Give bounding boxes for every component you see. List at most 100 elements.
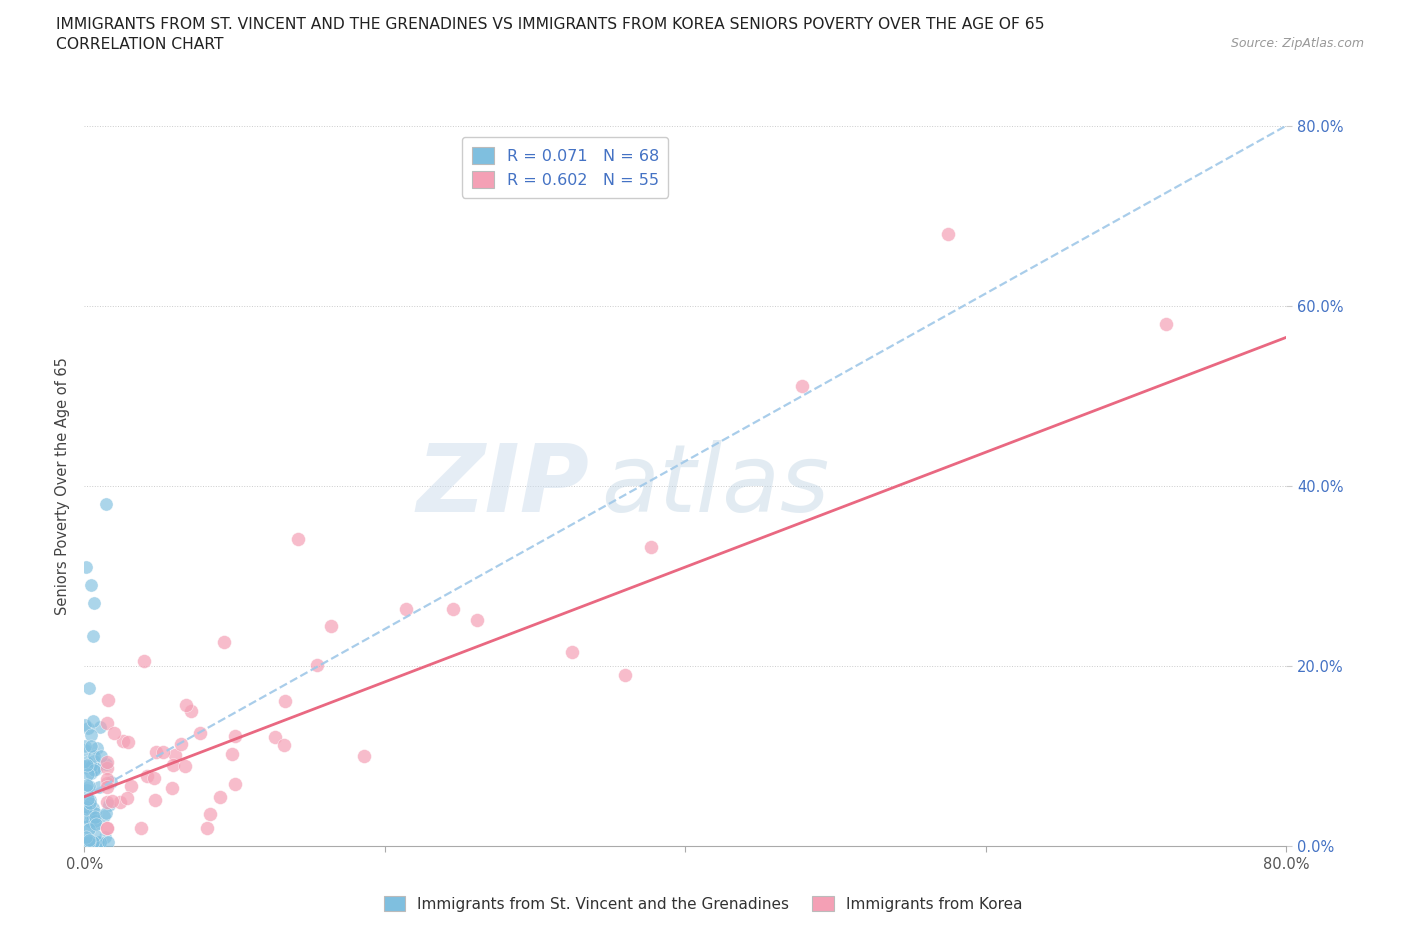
Point [198,806,221,821]
Point [76,783,98,798]
Text: IMMIGRANTS FROM ST. VINCENT AND THE GRENADINES VS IMMIGRANTS FROM KOREA SENIORS : IMMIGRANTS FROM ST. VINCENT AND THE GREN… [56,17,1045,32]
Point [136,768,159,783]
Point [221,746,243,761]
Point [77,680,100,695]
Point [83,763,105,777]
Point [96,779,118,794]
Point [101,793,124,808]
Point [96,692,118,707]
Point [188,725,211,740]
Point [96,821,118,836]
Point [790,379,813,393]
Point [115,790,138,805]
Point [79,796,101,811]
Text: CORRELATION CHART: CORRELATION CHART [56,37,224,52]
Point [83,595,105,610]
Point [77,821,100,836]
Point [108,795,131,810]
Point [96,794,118,809]
Point [94,497,117,512]
Point [75,829,97,844]
Point [96,754,118,769]
Point [162,757,184,772]
Point [76,792,98,807]
Point [353,749,375,764]
Point [79,813,101,828]
Text: Source: ZipAtlas.com: Source: ZipAtlas.com [1230,37,1364,50]
Point [208,790,231,804]
Point [79,793,101,808]
Point [73,743,96,758]
Point [82,834,104,849]
Point [75,802,97,817]
Legend: R = 0.071   N = 68, R = 0.602   N = 55: R = 0.071 N = 68, R = 0.602 N = 55 [463,137,668,197]
Point [97,798,120,813]
Text: atlas: atlas [602,441,830,531]
Point [77,832,100,847]
Point [77,721,100,736]
Point [83,753,105,768]
Point [80,758,103,773]
Point [561,644,583,659]
Point [87,834,110,849]
Point [76,758,98,773]
Point [75,560,97,575]
Point [97,834,120,849]
Point [100,775,122,790]
Point [73,717,96,732]
Point [274,693,297,708]
Point [76,755,98,770]
Point [1156,316,1178,331]
Point [134,654,156,669]
Point [89,834,111,849]
Point [83,810,105,825]
Point [73,810,96,825]
Point [174,698,197,712]
Point [75,738,97,753]
Point [84,817,107,832]
Point [96,821,118,836]
Point [80,738,103,753]
Point [80,809,103,824]
Point [441,602,464,617]
Point [90,749,112,764]
Point [77,778,100,793]
Point [86,741,108,756]
Point [174,758,197,773]
Point [96,776,118,790]
Point [76,766,98,781]
Point [84,805,107,820]
Point [94,805,117,820]
Point [84,814,107,829]
Point [111,734,134,749]
Point [96,771,118,786]
Point [77,831,100,846]
Point [640,540,662,555]
Legend: Immigrants from St. Vincent and the Grenadines, Immigrants from Korea: Immigrants from St. Vincent and the Gren… [378,890,1028,918]
Point [75,760,97,775]
Point [76,818,98,833]
Point [79,801,101,816]
Point [614,668,637,683]
Point [195,821,218,836]
Point [79,578,101,592]
Point [145,744,167,759]
Point [938,226,960,241]
Point [89,720,111,735]
Point [82,629,104,644]
Point [96,760,118,775]
Text: ZIP: ZIP [416,440,589,532]
Point [79,834,101,849]
Point [76,777,98,792]
Point [89,834,111,849]
Point [76,800,98,815]
Point [321,618,343,633]
Point [87,779,110,794]
Point [84,760,107,775]
Point [96,716,118,731]
Point [83,828,105,843]
Point [143,792,166,807]
Point [77,834,100,849]
Point [142,771,165,786]
Point [94,830,117,844]
